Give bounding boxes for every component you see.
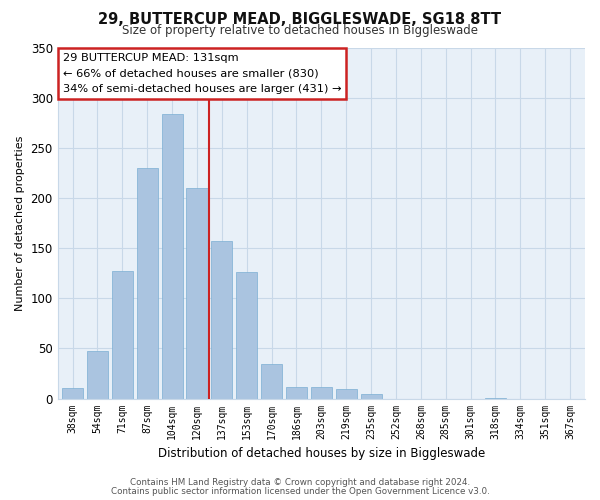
Bar — [62, 388, 83, 398]
Bar — [112, 271, 133, 398]
Text: Size of property relative to detached houses in Biggleswade: Size of property relative to detached ho… — [122, 24, 478, 37]
Bar — [335, 388, 357, 398]
Bar — [286, 386, 307, 398]
Bar — [187, 188, 208, 398]
Y-axis label: Number of detached properties: Number of detached properties — [15, 136, 25, 310]
Text: Contains public sector information licensed under the Open Government Licence v3: Contains public sector information licen… — [110, 487, 490, 496]
Bar — [161, 114, 182, 399]
Bar — [87, 352, 108, 399]
Text: 29, BUTTERCUP MEAD, BIGGLESWADE, SG18 8TT: 29, BUTTERCUP MEAD, BIGGLESWADE, SG18 8T… — [98, 12, 502, 28]
Bar — [261, 364, 282, 398]
Bar — [211, 241, 232, 398]
Text: Contains HM Land Registry data © Crown copyright and database right 2024.: Contains HM Land Registry data © Crown c… — [130, 478, 470, 487]
Text: 29 BUTTERCUP MEAD: 131sqm
← 66% of detached houses are smaller (830)
34% of semi: 29 BUTTERCUP MEAD: 131sqm ← 66% of detac… — [63, 53, 341, 94]
X-axis label: Distribution of detached houses by size in Biggleswade: Distribution of detached houses by size … — [158, 447, 485, 460]
Bar — [361, 394, 382, 398]
Bar — [236, 272, 257, 398]
Bar — [311, 386, 332, 398]
Bar — [137, 168, 158, 398]
